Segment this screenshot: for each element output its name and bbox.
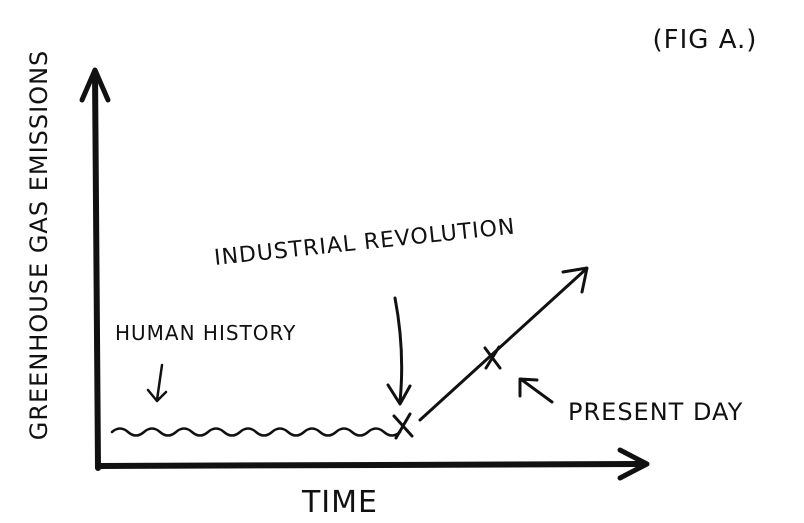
annotation-arrow — [146, 363, 168, 403]
annotation: INDUSTRIAL REVOLUTION — [213, 214, 517, 270]
y-axis-arrowhead — [79, 67, 111, 103]
x-axis-label: TIME — [301, 485, 378, 520]
annotation-arrow — [518, 377, 554, 404]
rising-arrowhead — [561, 266, 589, 294]
x-axis-arrowhead — [617, 447, 650, 481]
annotation-arrow — [386, 296, 412, 406]
history-line — [110, 427, 402, 437]
rising-line — [418, 268, 587, 422]
industrial-mark — [392, 412, 414, 440]
figure-label: (FIG A.) — [653, 25, 758, 55]
y-axis — [92, 69, 101, 471]
annotation: PRESENT DAY — [568, 398, 743, 426]
y-axis-label: GREENHOUSE GAS EMISSIONS — [25, 50, 53, 441]
present-mark — [483, 345, 502, 370]
annotation: HUMAN HISTORY — [115, 321, 296, 345]
x-axis — [95, 461, 648, 469]
